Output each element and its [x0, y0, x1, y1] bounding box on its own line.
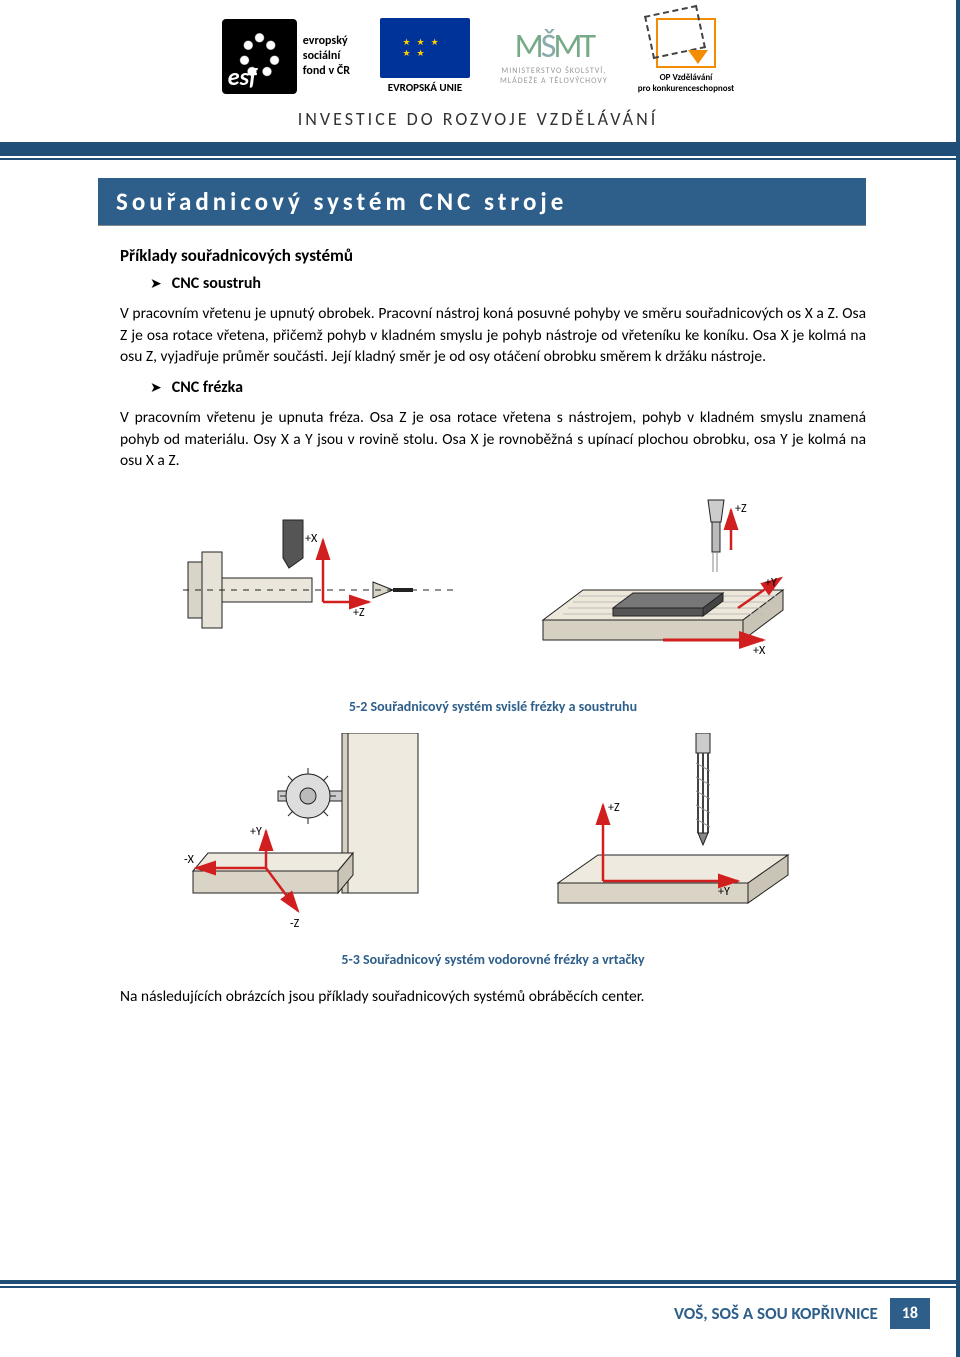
figure-1-mill-svg: +Z +Y +X [513, 490, 803, 690]
section-subtitle: Příklady souřadnicových systémů [120, 245, 866, 266]
figure-2-horiz-svg: +Y -X -Z [178, 733, 468, 943]
figure-1-caption: 5-2 Souřadnicový systém svislé frézky a … [120, 698, 866, 715]
drill-y-label: +Y [718, 885, 730, 899]
header-logos: esf evropský sociální fond v ČR EVROPSKÁ… [0, 0, 956, 102]
eu-logo-block: EVROPSKÁ UNIE [380, 18, 470, 94]
footer: VOŠ, SOŠ A SOU KOPŘIVNICE 18 [0, 1280, 956, 1329]
esf-label-line: sociální [303, 49, 350, 64]
bullet-arrow-icon: ➤ [150, 379, 162, 396]
header-tagline: INVESTICE DO ROZVOJE VZDĚLÁVÁNÍ [0, 102, 956, 142]
mill-y-label: +Y [765, 576, 777, 590]
opvk-line: OP Vzdělávání [638, 72, 734, 83]
horiz-z-label: -Z [290, 917, 300, 931]
figure-2-drill-svg: +Z +Y [528, 733, 808, 943]
footer-inner: VOŠ, SOŠ A SOU KOPŘIVNICE 18 [0, 1286, 956, 1329]
footer-text: VOŠ, SOŠ A SOU KOPŘIVNICE [674, 1303, 878, 1324]
drill-z-label: +Z [608, 801, 620, 815]
paragraph-mill: V pracovním vřetenu je upnuta fréza. Osa… [120, 407, 866, 472]
figure-1-lathe-svg: +X +Z [183, 510, 453, 670]
bullet-mill-label: CNC frézka [172, 378, 243, 397]
esf-icon-label: esf [228, 66, 257, 90]
title-banner: Souřadnicový systém CNC stroje [98, 178, 866, 225]
figure-2-caption: 5-3 Souřadnicový systém vodorovné frézky… [120, 951, 866, 968]
content: Souřadnicový systém CNC stroje Příklady … [0, 160, 956, 1028]
paragraph-lathe: V pracovním vřetenu je upnutý obrobek. P… [120, 303, 866, 368]
esf-label-line: evropský [303, 34, 350, 49]
horiz-y-label: +Y [250, 825, 262, 839]
esf-label: evropský sociální fond v ČR [303, 34, 350, 79]
bullet-arrow-icon: ➤ [150, 275, 162, 292]
figure-1-row: +X +Z [120, 490, 866, 690]
page-number: 18 [890, 1298, 930, 1329]
esf-icon: esf [222, 19, 297, 94]
bullet-lathe: ➤ CNC soustruh [150, 274, 866, 293]
divider-thick [0, 142, 956, 156]
figure-2-row: +Y -X -Z [120, 733, 866, 943]
esf-label-line: fond v ČR [303, 64, 350, 79]
figure-2: +Y -X -Z [120, 733, 866, 943]
horiz-x-label: -X [184, 853, 195, 867]
msmt-logo-block: MŠMT MINISTERSTVO ŠKOLSTVÍ, MLÁDEŽE A TĚ… [500, 26, 608, 86]
mill-x-label: +X [753, 644, 766, 658]
lathe-z-label: +Z [353, 606, 365, 620]
esf-logo-block: esf evropský sociální fond v ČR [222, 19, 350, 94]
msmt-icon: MŠMT [515, 26, 593, 67]
mill-z-label: +Z [735, 502, 747, 516]
eu-flag-icon [380, 18, 470, 78]
closing-paragraph: Na následujících obrázcích jsou příklady… [120, 986, 866, 1008]
bullet-lathe-label: CNC soustruh [172, 274, 261, 293]
page: esf evropský sociální fond v ČR EVROPSKÁ… [0, 0, 960, 1357]
bullet-mill: ➤ CNC frézka [150, 378, 866, 397]
lathe-x-label: +X [305, 532, 318, 546]
opvk-label: OP Vzdělávání pro konkurenceschopnost [638, 72, 734, 94]
msmt-line: MLÁDEŽE A TĚLOVÝCHOVY [500, 77, 608, 87]
opvk-icon [656, 18, 716, 68]
figure-1: +X +Z [120, 490, 866, 690]
eu-label: EVROPSKÁ UNIE [388, 81, 462, 94]
opvk-line: pro konkurenceschopnost [638, 83, 734, 94]
msmt-label: MINISTERSTVO ŠKOLSTVÍ, MLÁDEŽE A TĚLOVÝC… [500, 67, 608, 86]
opvk-logo-block: OP Vzdělávání pro konkurenceschopnost [638, 18, 734, 94]
